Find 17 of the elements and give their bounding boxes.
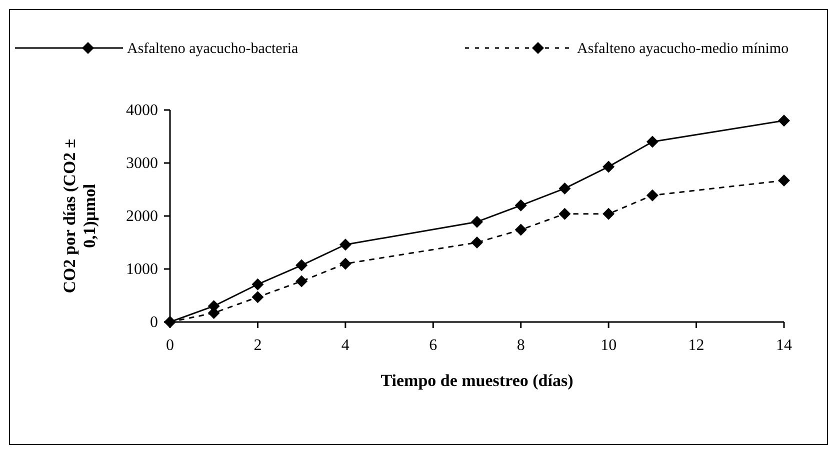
y-axis-title: CO2 por días (CO2 ± 0,1)µmol	[60, 138, 99, 294]
x-tick-label: 6	[429, 337, 438, 354]
y-tick-label: 0	[150, 314, 158, 331]
y-tick-label: 4000	[126, 102, 158, 119]
x-tick-label: 8	[516, 337, 525, 354]
legend-label: Asfalteno ayacucho-bacteria	[127, 41, 298, 57]
x-tick-label: 2	[254, 337, 262, 354]
y-tick-label: 2000	[126, 208, 158, 225]
x-tick-label: 10	[600, 337, 617, 354]
y-tick-label: 3000	[126, 155, 158, 172]
x-tick-label: 12	[688, 337, 704, 354]
x-axis-title: Tiempo de muestreo (días)	[380, 371, 574, 390]
x-tick-label: 14	[776, 337, 792, 354]
legend-label: Asfalteno ayacucho-medio mínimo	[577, 41, 789, 57]
x-tick-label: 4	[341, 337, 350, 354]
y-tick-label: 1000	[126, 261, 158, 278]
x-tick-label: 0	[166, 337, 174, 354]
